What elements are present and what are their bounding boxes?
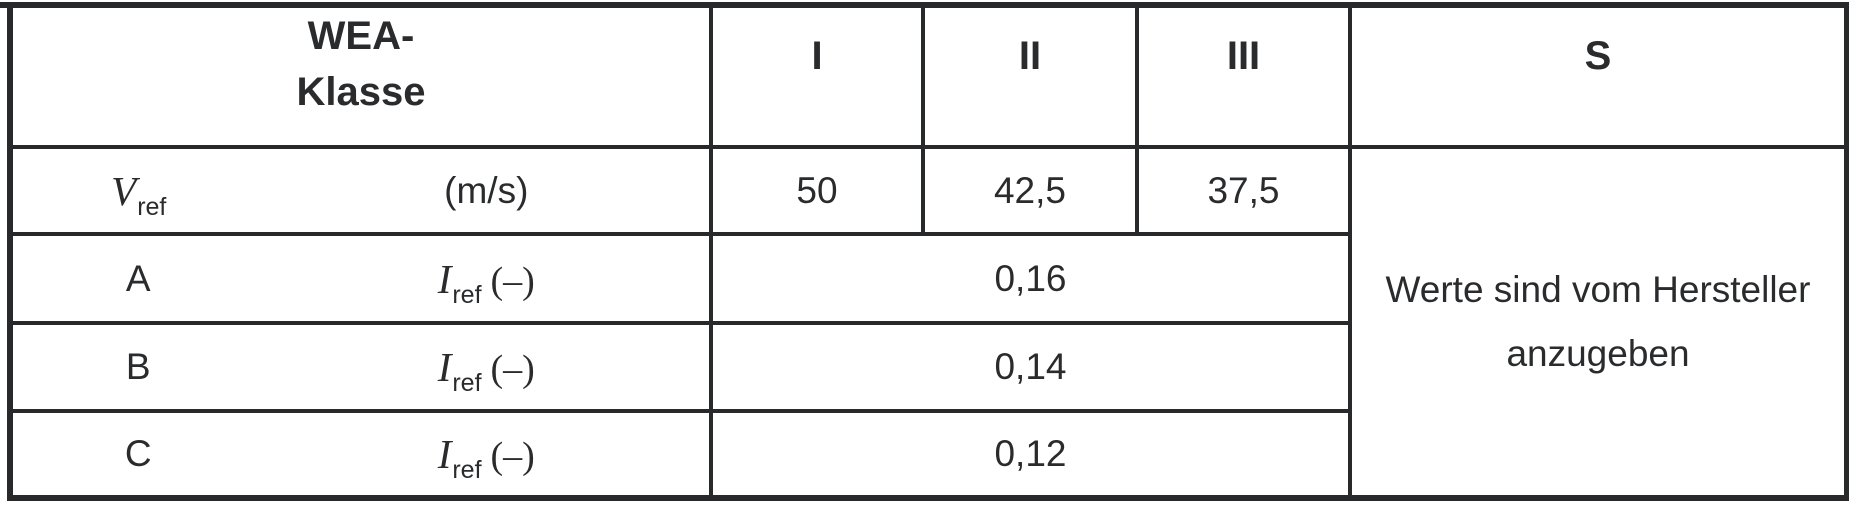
iref-subscript-a: ref: [452, 280, 482, 309]
vref-value-class-2: 42,5: [921, 145, 1139, 236]
iref-symbol-a: I: [437, 255, 452, 302]
vref-symbol-group: Vref: [13, 167, 264, 221]
header-cell-class-s: S: [1348, 3, 1849, 149]
vref-symbol: V: [111, 167, 137, 214]
iref-symbol-c: I: [437, 431, 452, 477]
wea-klasse-table: WEA- Klasse I II III S Vref (m/s) 50 42,…: [7, 2, 1849, 501]
turbulence-a-label-layout: A Iref (–): [13, 255, 709, 309]
iref-subscript-c: ref: [452, 456, 482, 484]
iref-unit-a: (–): [490, 259, 535, 302]
iref-label-b: Iref (–): [264, 343, 709, 397]
turbulence-c-label-layout: C Iref (–): [13, 430, 709, 484]
turbulence-row-b: B Iref (–) 0,14: [8, 321, 1847, 413]
vref-unit: (m/s): [444, 169, 529, 211]
turbulence-b-label-cell: B Iref (–): [8, 321, 713, 413]
iref-value-c: 0,12: [709, 409, 1352, 500]
iref-value-b: 0,14: [709, 321, 1352, 413]
iref-symbol-b: I: [437, 344, 452, 390]
s-note-line2: anzugeben: [1506, 333, 1690, 374]
turbulence-row-a: A Iref (–) 0,16: [8, 232, 1847, 325]
vref-label-cell: Vref (m/s): [8, 145, 713, 236]
class-letter-b: B: [125, 346, 151, 387]
s-note-line1: Werte sind vom Hersteller: [1385, 269, 1811, 310]
vref-value-class-3: 37,5: [1135, 145, 1352, 236]
vref-label-layout: Vref (m/s): [13, 167, 709, 221]
iref-unit-b: (–): [490, 348, 535, 390]
vref-subscript: ref: [137, 192, 167, 221]
turbulence-a-label-cell: A Iref (–): [8, 232, 713, 325]
turbulence-b-label-layout: B Iref (–): [13, 343, 709, 397]
header-row: WEA- Klasse I II III S: [8, 3, 1849, 149]
header-cell-wea-klasse: WEA- Klasse: [8, 3, 713, 149]
header-cell-class-1: I: [709, 3, 925, 149]
turbulence-row-c: C Iref (–) 0,12: [8, 409, 1847, 500]
iref-label-a: Iref (–): [264, 255, 709, 309]
iref-subscript-b: ref: [452, 369, 482, 397]
iref-value-a: 0,16: [709, 232, 1352, 325]
turbulence-c-label-cell: C Iref (–): [8, 409, 713, 500]
class-letter-c: C: [124, 433, 152, 474]
wea-label-line1: WEA-: [307, 14, 415, 58]
header-cell-class-3: III: [1135, 3, 1352, 149]
vref-value-class-1: 50: [709, 145, 925, 236]
wea-label-line2: Klasse: [296, 70, 426, 114]
iref-unit-c: (–): [490, 435, 535, 477]
iref-label-c: Iref (–): [264, 430, 709, 484]
s-note-cell: Werte sind vom Hersteller anzugeben: [1348, 145, 1849, 500]
class-letter-a: A: [125, 257, 151, 299]
vref-row: Vref (m/s) 50 42,5 37,5 Werte sind vom H…: [8, 145, 1849, 500]
header-cell-class-2: II: [921, 3, 1139, 149]
